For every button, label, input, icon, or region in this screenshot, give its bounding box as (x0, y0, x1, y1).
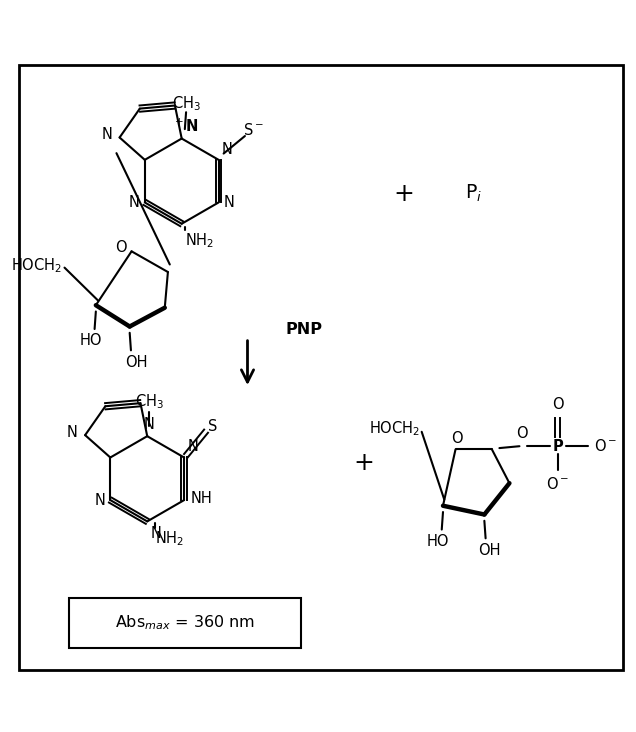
Text: $^+$N: $^+$N (172, 118, 198, 135)
Text: N: N (224, 195, 235, 210)
Text: HOCH$_2$: HOCH$_2$ (368, 419, 420, 438)
Text: N: N (94, 493, 106, 507)
Text: PNP: PNP (285, 322, 322, 337)
Text: N: N (144, 417, 155, 432)
Text: O: O (516, 426, 528, 441)
Text: S$^-$: S$^-$ (242, 122, 263, 138)
Text: +: + (353, 451, 374, 475)
Text: N: N (187, 439, 198, 455)
Text: N: N (150, 526, 162, 542)
Text: O: O (115, 240, 127, 255)
Text: S: S (207, 419, 217, 433)
Text: P: P (552, 438, 563, 454)
Text: Abs$_{max}$ = 360 nm: Abs$_{max}$ = 360 nm (115, 613, 255, 632)
Text: NH$_2$: NH$_2$ (185, 231, 214, 250)
Text: O$^-$: O$^-$ (594, 438, 617, 455)
Text: NH$_2$: NH$_2$ (155, 529, 184, 548)
Text: NH: NH (190, 491, 212, 507)
Text: N: N (101, 127, 112, 142)
Text: HO: HO (80, 333, 102, 348)
Text: +: + (394, 182, 415, 206)
Text: N: N (222, 142, 233, 157)
Text: O$^-$: O$^-$ (546, 477, 569, 493)
Text: CH$_3$: CH$_3$ (135, 392, 163, 411)
Text: CH$_3$: CH$_3$ (172, 94, 201, 113)
Text: O: O (452, 431, 463, 447)
Text: HO: HO (427, 534, 449, 549)
Text: O: O (552, 397, 563, 411)
FancyBboxPatch shape (69, 598, 301, 648)
Text: N: N (67, 425, 78, 440)
FancyBboxPatch shape (19, 65, 623, 670)
Text: OH: OH (478, 542, 501, 558)
Text: OH: OH (125, 355, 147, 370)
Text: HOCH$_2$: HOCH$_2$ (11, 256, 62, 275)
Text: N: N (129, 195, 140, 210)
Text: P$_i$: P$_i$ (464, 183, 481, 204)
